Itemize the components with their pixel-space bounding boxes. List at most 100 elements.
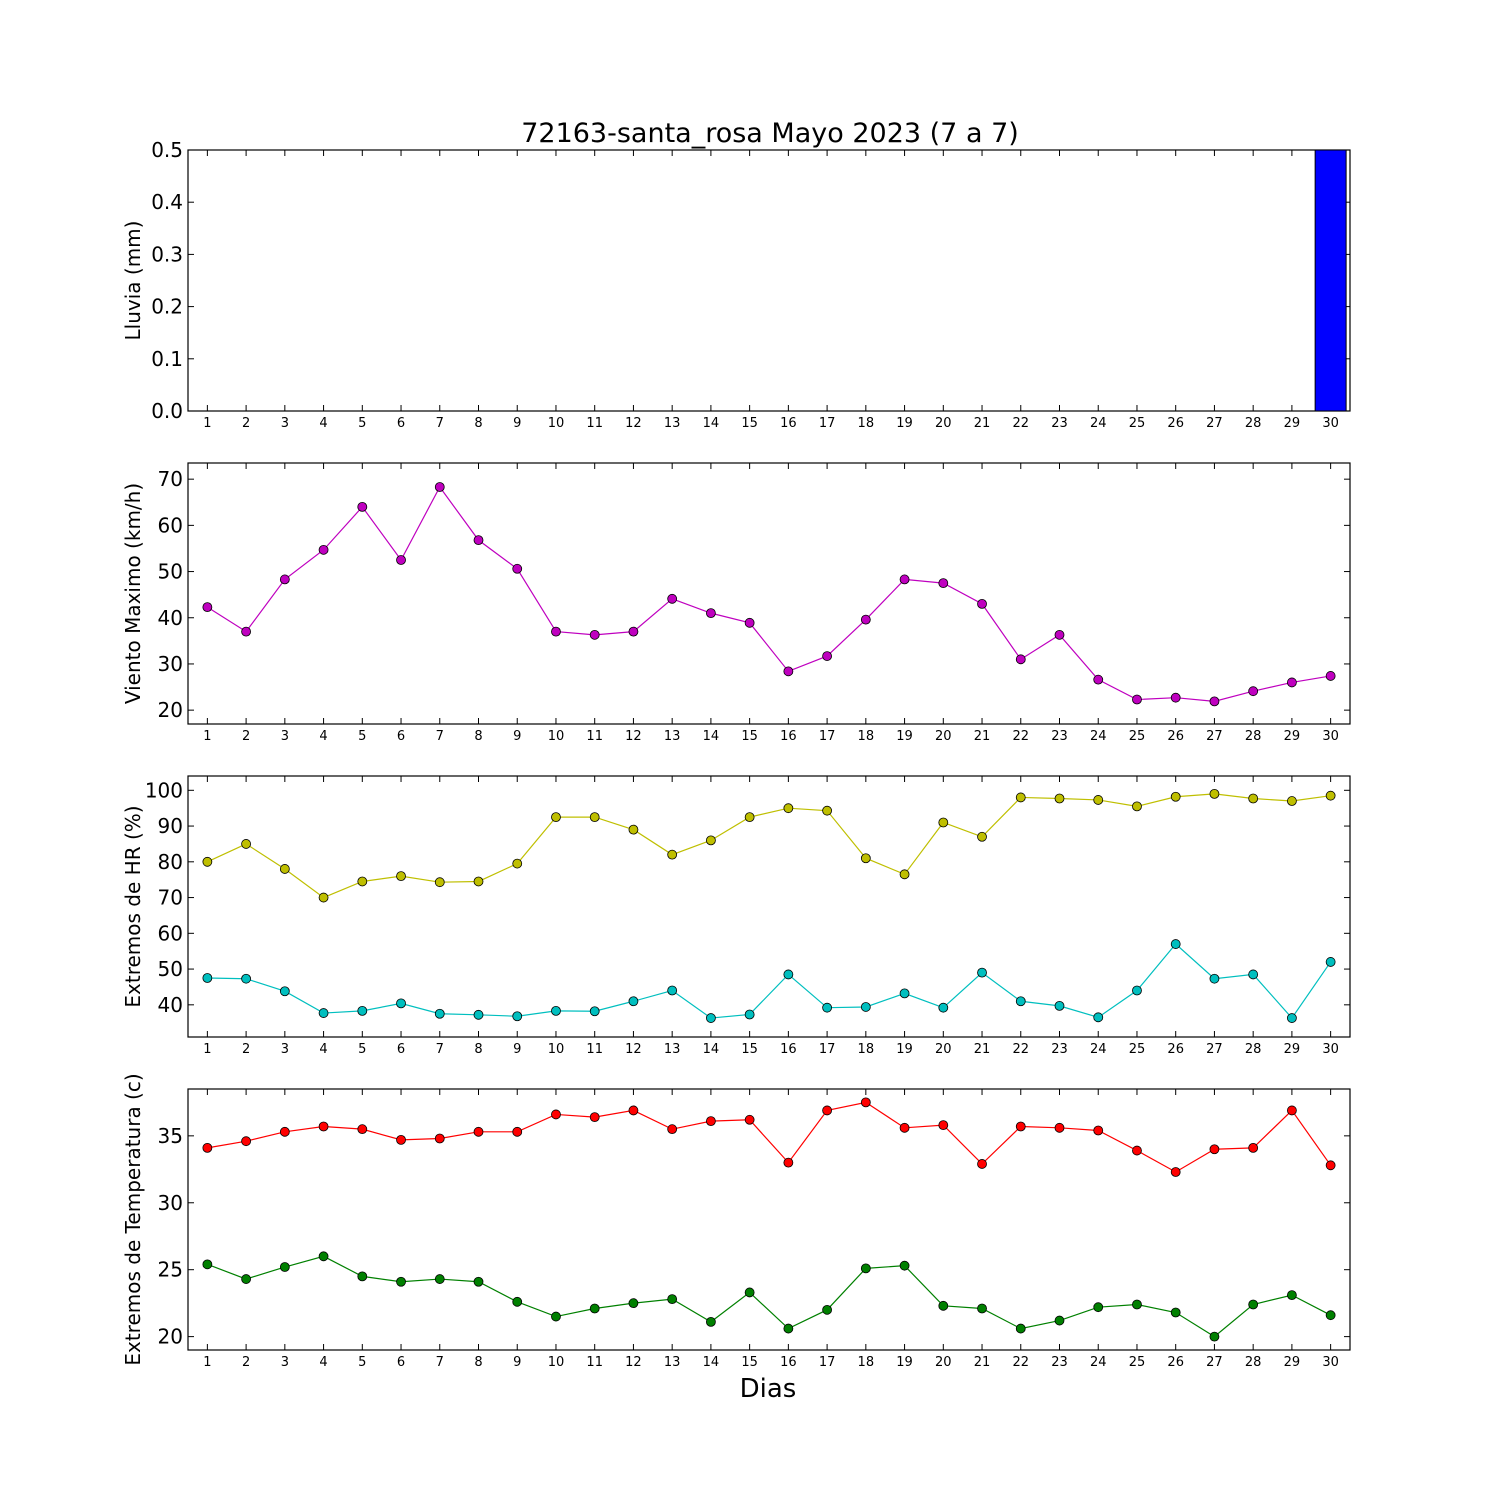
panel-1: 0.00.10.20.30.40.51 2 3 4 5 6 7 8 9 10 11 12 13 14 15 1… bbox=[121, 138, 1351, 431]
data-point bbox=[357, 501, 368, 512]
x-tick-label: 24 bbox=[1090, 1355, 1107, 1370]
data-point bbox=[628, 1298, 639, 1309]
x-tick-label: 25 bbox=[1129, 416, 1146, 431]
data-point bbox=[589, 1112, 600, 1123]
data-point bbox=[318, 892, 329, 903]
x-tick-label: 4 bbox=[319, 1355, 327, 1370]
data-point bbox=[783, 1323, 794, 1334]
x-tick-label: 11 bbox=[586, 416, 603, 431]
x-tick-label: 17 bbox=[819, 416, 836, 431]
data-point bbox=[822, 1105, 832, 1116]
data-point bbox=[1325, 957, 1336, 967]
data-point bbox=[1054, 793, 1065, 804]
x-tick-label: 26 bbox=[1167, 729, 1184, 744]
data-point bbox=[1093, 674, 1104, 685]
rain-bar bbox=[1314, 149, 1347, 412]
x-tick-label: 8 bbox=[474, 1355, 482, 1370]
x-tick-label: 21 bbox=[974, 1355, 991, 1370]
data-point bbox=[202, 602, 213, 613]
data-point bbox=[667, 1294, 678, 1305]
x-tick-label: 21 bbox=[974, 416, 991, 431]
x-tick-label: 24 bbox=[1090, 1042, 1107, 1057]
x-tick-label: 10 bbox=[548, 729, 565, 744]
data-point bbox=[938, 1120, 949, 1131]
data-point bbox=[1209, 973, 1220, 984]
x-tick-label: 20 bbox=[935, 1042, 952, 1057]
x-tick-label: 2 bbox=[242, 1042, 250, 1057]
x-tick-label: 17 bbox=[819, 1355, 836, 1370]
x-tick-label: 19 bbox=[896, 1042, 913, 1057]
data-point bbox=[279, 574, 290, 585]
data-point bbox=[706, 608, 716, 619]
data-point bbox=[551, 1006, 561, 1016]
data-point bbox=[744, 1114, 755, 1125]
data-point bbox=[1209, 788, 1220, 799]
y-tick-label: 40 bbox=[158, 606, 183, 630]
data-point bbox=[938, 578, 949, 589]
data-point bbox=[1015, 1323, 1026, 1334]
data-point bbox=[589, 812, 600, 823]
data-point bbox=[822, 1304, 832, 1315]
data-point bbox=[1093, 1302, 1104, 1313]
data-point bbox=[1015, 792, 1026, 803]
y-tick-label: 0.1 bbox=[151, 347, 183, 371]
x-tick-label: 2 bbox=[242, 1355, 250, 1370]
data-point bbox=[1093, 1125, 1104, 1136]
data-point bbox=[744, 1009, 755, 1020]
data-point bbox=[1054, 1000, 1065, 1011]
data-point bbox=[551, 1109, 561, 1120]
data-point bbox=[1054, 1122, 1065, 1133]
x-tick-label: 15 bbox=[741, 729, 758, 744]
data-point bbox=[473, 1126, 484, 1137]
x-tick-label: 20 bbox=[935, 1355, 952, 1370]
x-tick-label: 15 bbox=[741, 1355, 758, 1370]
y-tick-label: 60 bbox=[158, 513, 183, 537]
y-tick-label: 25 bbox=[158, 1258, 183, 1282]
data-point bbox=[822, 651, 832, 661]
data-point bbox=[589, 1303, 600, 1314]
x-tick-label: 3 bbox=[281, 729, 289, 744]
data-point bbox=[706, 1116, 716, 1127]
data-point bbox=[589, 1006, 600, 1017]
data-point bbox=[1287, 1290, 1297, 1301]
x-tick-label: 22 bbox=[1012, 1355, 1029, 1370]
x-tick-label: 10 bbox=[548, 416, 565, 431]
y-tick-label: 35 bbox=[158, 1124, 183, 1148]
data-point bbox=[1248, 686, 1259, 697]
data-point bbox=[434, 1274, 445, 1284]
x-tick-label: 9 bbox=[513, 1042, 521, 1057]
series-line bbox=[207, 485, 1331, 702]
series-line bbox=[207, 793, 1331, 899]
x-tick-label: 11 bbox=[586, 729, 603, 744]
data-point bbox=[551, 1311, 561, 1322]
x-tick-label: 5 bbox=[358, 416, 366, 431]
data-point bbox=[938, 817, 949, 828]
x-tick-label: 3 bbox=[281, 416, 289, 431]
data-point bbox=[628, 824, 639, 835]
data-point bbox=[899, 1122, 910, 1133]
series-line bbox=[207, 1255, 1331, 1338]
x-tick-label: 3 bbox=[281, 1355, 289, 1370]
data-point bbox=[357, 1006, 368, 1016]
data-point bbox=[744, 617, 755, 628]
x-tick-label: 7 bbox=[436, 729, 444, 744]
x-tick-label: 17 bbox=[819, 1042, 836, 1057]
y-tick-label: 0.2 bbox=[151, 295, 183, 319]
x-tick-label: 27 bbox=[1206, 1355, 1223, 1370]
data-point bbox=[241, 973, 252, 984]
x-tick-label: 14 bbox=[703, 1042, 720, 1057]
x-tick-label: 27 bbox=[1206, 416, 1223, 431]
y-axis-label: Viento Maximo (km/h) bbox=[121, 483, 145, 704]
data-point bbox=[589, 629, 600, 640]
x-tick-label: 28 bbox=[1245, 416, 1262, 431]
x-tick-label: 14 bbox=[703, 1355, 720, 1370]
y-axis-label: Lluvia (mm) bbox=[121, 221, 145, 341]
x-tick-label: 2 bbox=[242, 416, 250, 431]
y-tick-label: 0.5 bbox=[151, 138, 183, 162]
data-point bbox=[1170, 1307, 1181, 1318]
data-point bbox=[1170, 939, 1181, 949]
y-tick-label: 30 bbox=[158, 652, 183, 676]
data-point bbox=[357, 1124, 368, 1135]
x-tick-label: 19 bbox=[896, 416, 913, 431]
data-point bbox=[512, 1011, 523, 1022]
